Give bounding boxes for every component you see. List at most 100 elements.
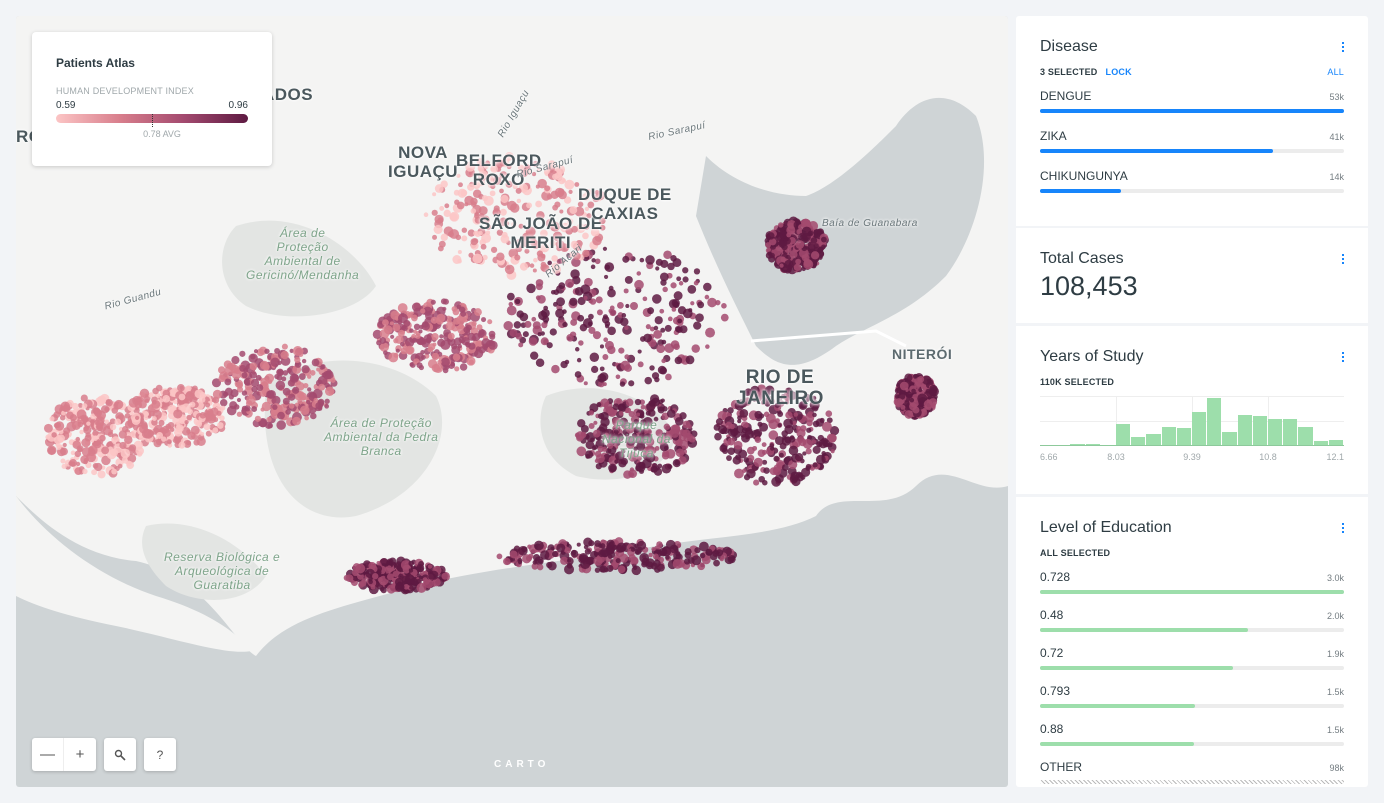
patient-point — [294, 356, 301, 363]
patient-point — [715, 418, 724, 426]
category-item[interactable]: OTHER 98k — [1040, 760, 1344, 784]
selected-count: ALL SELECTED — [1040, 548, 1111, 558]
patient-point — [602, 354, 609, 360]
histogram-bar[interactable] — [1237, 415, 1252, 446]
patient-point — [649, 326, 655, 332]
patient-point — [647, 307, 655, 315]
histogram-bar[interactable] — [1222, 431, 1237, 446]
patient-point — [418, 329, 423, 334]
patient-point — [660, 259, 669, 268]
category-name: 0.88 — [1040, 722, 1064, 736]
patient-point — [636, 540, 647, 550]
histogram-bar[interactable] — [1328, 439, 1343, 446]
widget-menu-icon[interactable] — [1342, 521, 1346, 535]
patient-point — [175, 424, 184, 433]
patient-point — [404, 337, 415, 348]
histogram-bar[interactable] — [1146, 434, 1161, 446]
histogram-bar[interactable] — [1192, 412, 1207, 446]
category-item[interactable]: 0.793 1.5k — [1040, 684, 1344, 708]
patient-point — [262, 363, 270, 371]
widget-menu-icon[interactable] — [1342, 350, 1346, 364]
patient-point — [582, 232, 589, 240]
patient-point — [143, 415, 149, 421]
patient-point — [306, 374, 312, 379]
patient-point — [762, 459, 768, 465]
histogram-bar[interactable] — [1131, 437, 1146, 446]
patient-point — [432, 234, 438, 240]
map[interactable]: NOVA IGUAÇU BELFORD ROXO SÃO JOÃO DE MER… — [16, 16, 1008, 787]
patient-point — [522, 554, 532, 564]
zoom-out-button[interactable]: — — [32, 738, 64, 771]
patient-point — [540, 243, 550, 253]
patient-point — [431, 363, 440, 373]
patient-point — [551, 551, 559, 558]
patient-point — [71, 461, 76, 466]
histogram-bar[interactable] — [1207, 398, 1222, 446]
patient-point — [90, 413, 96, 420]
patient-point — [80, 455, 89, 464]
patient-point — [63, 427, 71, 435]
histogram-bar[interactable] — [1313, 440, 1328, 446]
patient-point — [720, 428, 726, 435]
patient-point — [645, 324, 651, 330]
legend-avg: 0.78 AVG — [143, 129, 181, 139]
patient-point — [461, 227, 468, 233]
patient-point — [506, 200, 517, 211]
histogram-baseline — [1040, 445, 1344, 446]
histogram-bar[interactable] — [1252, 416, 1267, 446]
widget-menu-icon[interactable] — [1342, 40, 1346, 54]
carto-attribution[interactable]: CARTO — [494, 759, 550, 770]
patient-point — [386, 584, 396, 594]
patient-point — [464, 195, 474, 206]
patient-point — [566, 558, 572, 563]
patient-point — [470, 208, 477, 214]
widget-menu-icon[interactable] — [1342, 252, 1346, 266]
patient-point — [540, 550, 550, 560]
category-item[interactable]: 0.728 3.0k — [1040, 570, 1344, 594]
patient-point — [549, 240, 556, 247]
patient-point — [592, 331, 602, 340]
patient-point — [481, 317, 487, 323]
widget-title: Disease — [1040, 38, 1098, 55]
category-item[interactable]: 0.88 1.5k — [1040, 722, 1344, 746]
patient-point — [798, 401, 808, 410]
patient-point — [603, 337, 609, 343]
all-button[interactable]: ALL — [1327, 67, 1344, 77]
histogram-bar[interactable] — [1176, 428, 1191, 446]
lock-button[interactable]: LOCK — [1105, 67, 1132, 77]
patient-point — [441, 572, 449, 580]
histogram-bar[interactable] — [1116, 424, 1131, 446]
patient-point — [579, 323, 588, 332]
patient-point — [682, 429, 691, 438]
patient-point — [584, 548, 591, 555]
category-item[interactable]: 0.72 1.9k — [1040, 646, 1344, 670]
zoom-in-button[interactable]: + — [75, 746, 85, 763]
histogram-bar[interactable] — [1268, 419, 1283, 446]
patient-point — [576, 357, 582, 363]
patient-point — [162, 394, 171, 403]
patient-point — [661, 358, 666, 364]
patient-point — [403, 567, 410, 574]
histogram-bar[interactable] — [1283, 419, 1298, 446]
patient-point — [178, 393, 186, 401]
patient-point — [678, 456, 687, 465]
help-button[interactable]: ? — [144, 738, 176, 771]
patient-point — [546, 194, 553, 200]
category-item[interactable]: CHIKUNGUNYA 14k — [1040, 169, 1344, 193]
category-item[interactable]: DENGUE 53k — [1040, 89, 1344, 113]
patient-point — [575, 347, 580, 352]
patient-point — [767, 232, 775, 240]
patient-point — [518, 164, 525, 171]
histogram-bar[interactable] — [1161, 427, 1176, 446]
search-button[interactable] — [104, 738, 136, 771]
histogram-bar[interactable] — [1298, 427, 1313, 446]
patient-point — [725, 421, 733, 429]
histogram[interactable] — [1040, 396, 1344, 446]
patient-point — [682, 276, 689, 283]
category-item[interactable]: 0.48 2.0k — [1040, 608, 1344, 632]
patient-point — [393, 338, 399, 344]
category-item[interactable]: ZIKA 41k — [1040, 129, 1344, 153]
patient-point — [241, 390, 248, 396]
patient-point — [190, 425, 200, 435]
patient-point — [602, 446, 608, 452]
